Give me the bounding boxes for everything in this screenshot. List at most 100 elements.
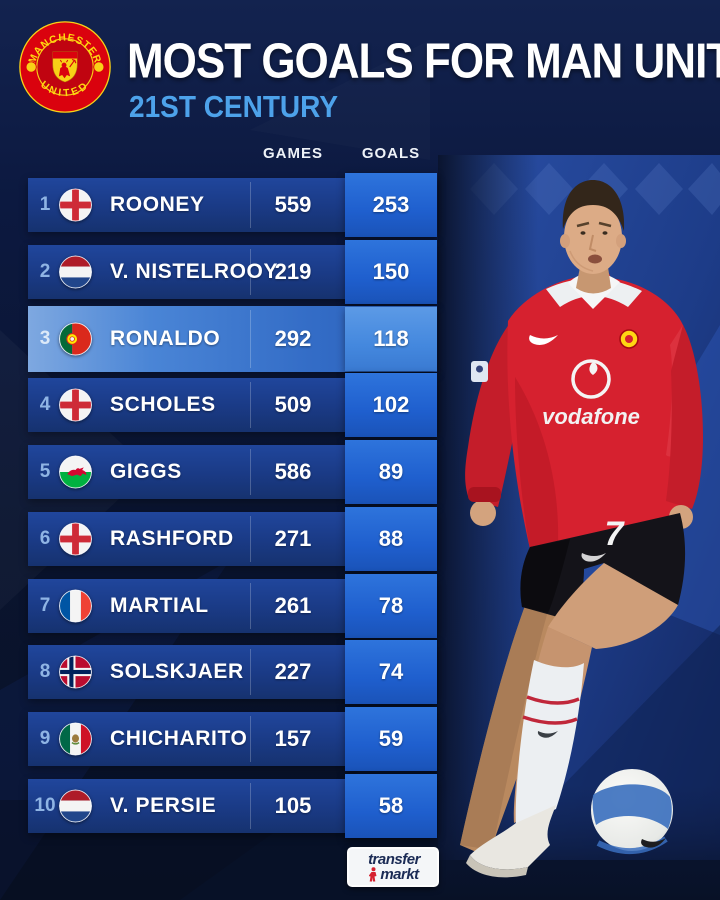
table-row: 10 V. PERSIE 105 58 <box>28 774 437 838</box>
goals-value: 89 <box>378 459 404 484</box>
red-devil-icon <box>58 58 77 79</box>
table-row: 7 MARTIAL 261 78 <box>28 574 437 638</box>
rank-label: 4 <box>39 394 51 415</box>
goals-value: 118 <box>373 326 409 351</box>
shirt-sponsor-text: vodafone <box>542 404 640 429</box>
player-name: V. NISTELROOY <box>110 260 279 283</box>
table-row-highlighted: 3 RONALDO 292 118 <box>28 306 437 372</box>
flag-icon-portugal <box>59 322 92 356</box>
goals-value: 78 <box>378 593 404 618</box>
games-value: 261 <box>274 593 312 618</box>
table-row: 2 V. NISTELROOY 219 150 <box>28 240 437 304</box>
flag-icon-netherlands <box>59 789 92 823</box>
goals-value: 253 <box>372 192 410 217</box>
table-row: 6 RASHFORD 271 88 <box>28 507 437 571</box>
goals-box: 102 <box>345 373 437 437</box>
column-divider <box>250 182 251 228</box>
player-name: RONALDO <box>110 327 221 350</box>
column-header-games: GAMES <box>262 145 323 162</box>
boot <box>470 805 556 870</box>
player-name: V. PERSIE <box>110 794 217 817</box>
shorts-number-text: 7 <box>605 515 626 553</box>
rank-label: 5 <box>39 461 51 482</box>
games-value: 292 <box>274 326 312 351</box>
goals-box: 59 <box>345 707 437 771</box>
rank-label: 2 <box>39 261 51 282</box>
player-name: ROONEY <box>110 193 205 216</box>
goals-value: 74 <box>378 659 404 684</box>
goals-box: 150 <box>345 240 437 304</box>
table-row: 1 ROONEY 559 253 <box>28 173 437 237</box>
games-value: 586 <box>274 459 312 484</box>
table-row: 4 SCHOLES 509 102 <box>28 373 437 437</box>
transfermarkt-logo: transfer markt <box>347 847 439 887</box>
nike-swoosh-icon <box>529 335 558 345</box>
flag-icon-england <box>59 522 92 556</box>
games-value: 559 <box>274 192 312 217</box>
player-name: RASHFORD <box>110 527 234 550</box>
goals-box: 253 <box>345 173 437 237</box>
page-subtitle: 21ST CENTURY <box>129 90 339 124</box>
goals-value: 150 <box>372 259 410 284</box>
player-photo-ronaldo: vodafone 7 <box>430 155 720 900</box>
player-name: SCHOLES <box>110 393 216 416</box>
transfermarkt-text-line2: markt <box>380 866 419 883</box>
player-name: CHICHARITO <box>110 727 248 750</box>
rank-label: 10 <box>34 795 56 816</box>
games-value: 509 <box>274 392 312 417</box>
flag-icon-mexico <box>59 722 92 756</box>
goals-value: 102 <box>372 392 410 417</box>
transfermarkt-mascot-icon <box>369 867 377 882</box>
goals-value: 88 <box>378 526 404 551</box>
rank-label: 1 <box>39 194 51 215</box>
games-value: 271 <box>274 526 312 551</box>
goals-box: 88 <box>345 507 437 571</box>
table-row: 9 CHICHARITO 157 59 <box>28 707 437 771</box>
column-divider <box>250 310 251 368</box>
goals-box: 58 <box>345 774 437 838</box>
sponsor-logo <box>571 359 611 399</box>
column-divider <box>250 583 251 629</box>
goals-box: 74 <box>345 640 437 704</box>
rank-label: 9 <box>39 728 51 749</box>
player-name: MARTIAL <box>110 594 209 617</box>
flag-icon-netherlands <box>59 255 92 289</box>
goals-value: 58 <box>378 793 404 818</box>
flag-icon-england <box>59 388 92 422</box>
column-divider <box>250 249 251 295</box>
column-divider <box>250 716 251 762</box>
football <box>591 769 673 855</box>
player-name: GIGGS <box>110 460 182 483</box>
flag-icon-norway <box>59 655 92 689</box>
rank-label: 7 <box>39 595 51 616</box>
manchester-united-crest: MANCHESTER UNITED <box>19 21 111 113</box>
column-divider <box>250 516 251 562</box>
shirt-crest-icon <box>619 329 639 349</box>
column-divider <box>250 382 251 428</box>
goals-box: 78 <box>345 574 437 638</box>
column-divider <box>250 783 251 829</box>
rank-label: 3 <box>39 328 51 349</box>
games-value: 105 <box>274 793 312 818</box>
table-row: 5 GIGGS 586 89 <box>28 440 437 504</box>
page-title: MOST GOALS FOR MAN UNITED <box>127 34 720 89</box>
flag-icon-england <box>59 188 92 222</box>
games-value: 219 <box>274 259 312 284</box>
games-value: 157 <box>274 726 312 751</box>
column-divider <box>250 649 251 695</box>
transfermarkt-text-line1: transfer <box>368 851 420 868</box>
hair <box>562 180 625 231</box>
table-row: 8 SOLSKJAER 227 74 <box>28 640 437 704</box>
rank-label: 8 <box>39 661 51 682</box>
flag-icon-france <box>59 589 92 623</box>
rank-label: 6 <box>39 528 51 549</box>
column-divider <box>250 449 251 495</box>
goals-box: 118 <box>345 307 437 371</box>
goals-box: 89 <box>345 440 437 504</box>
flag-icon-wales <box>59 455 92 489</box>
column-header-goals: GOALS <box>361 145 421 162</box>
games-value: 227 <box>274 659 312 684</box>
goals-value: 59 <box>378 726 404 751</box>
player-name: SOLSKJAER <box>110 660 244 683</box>
